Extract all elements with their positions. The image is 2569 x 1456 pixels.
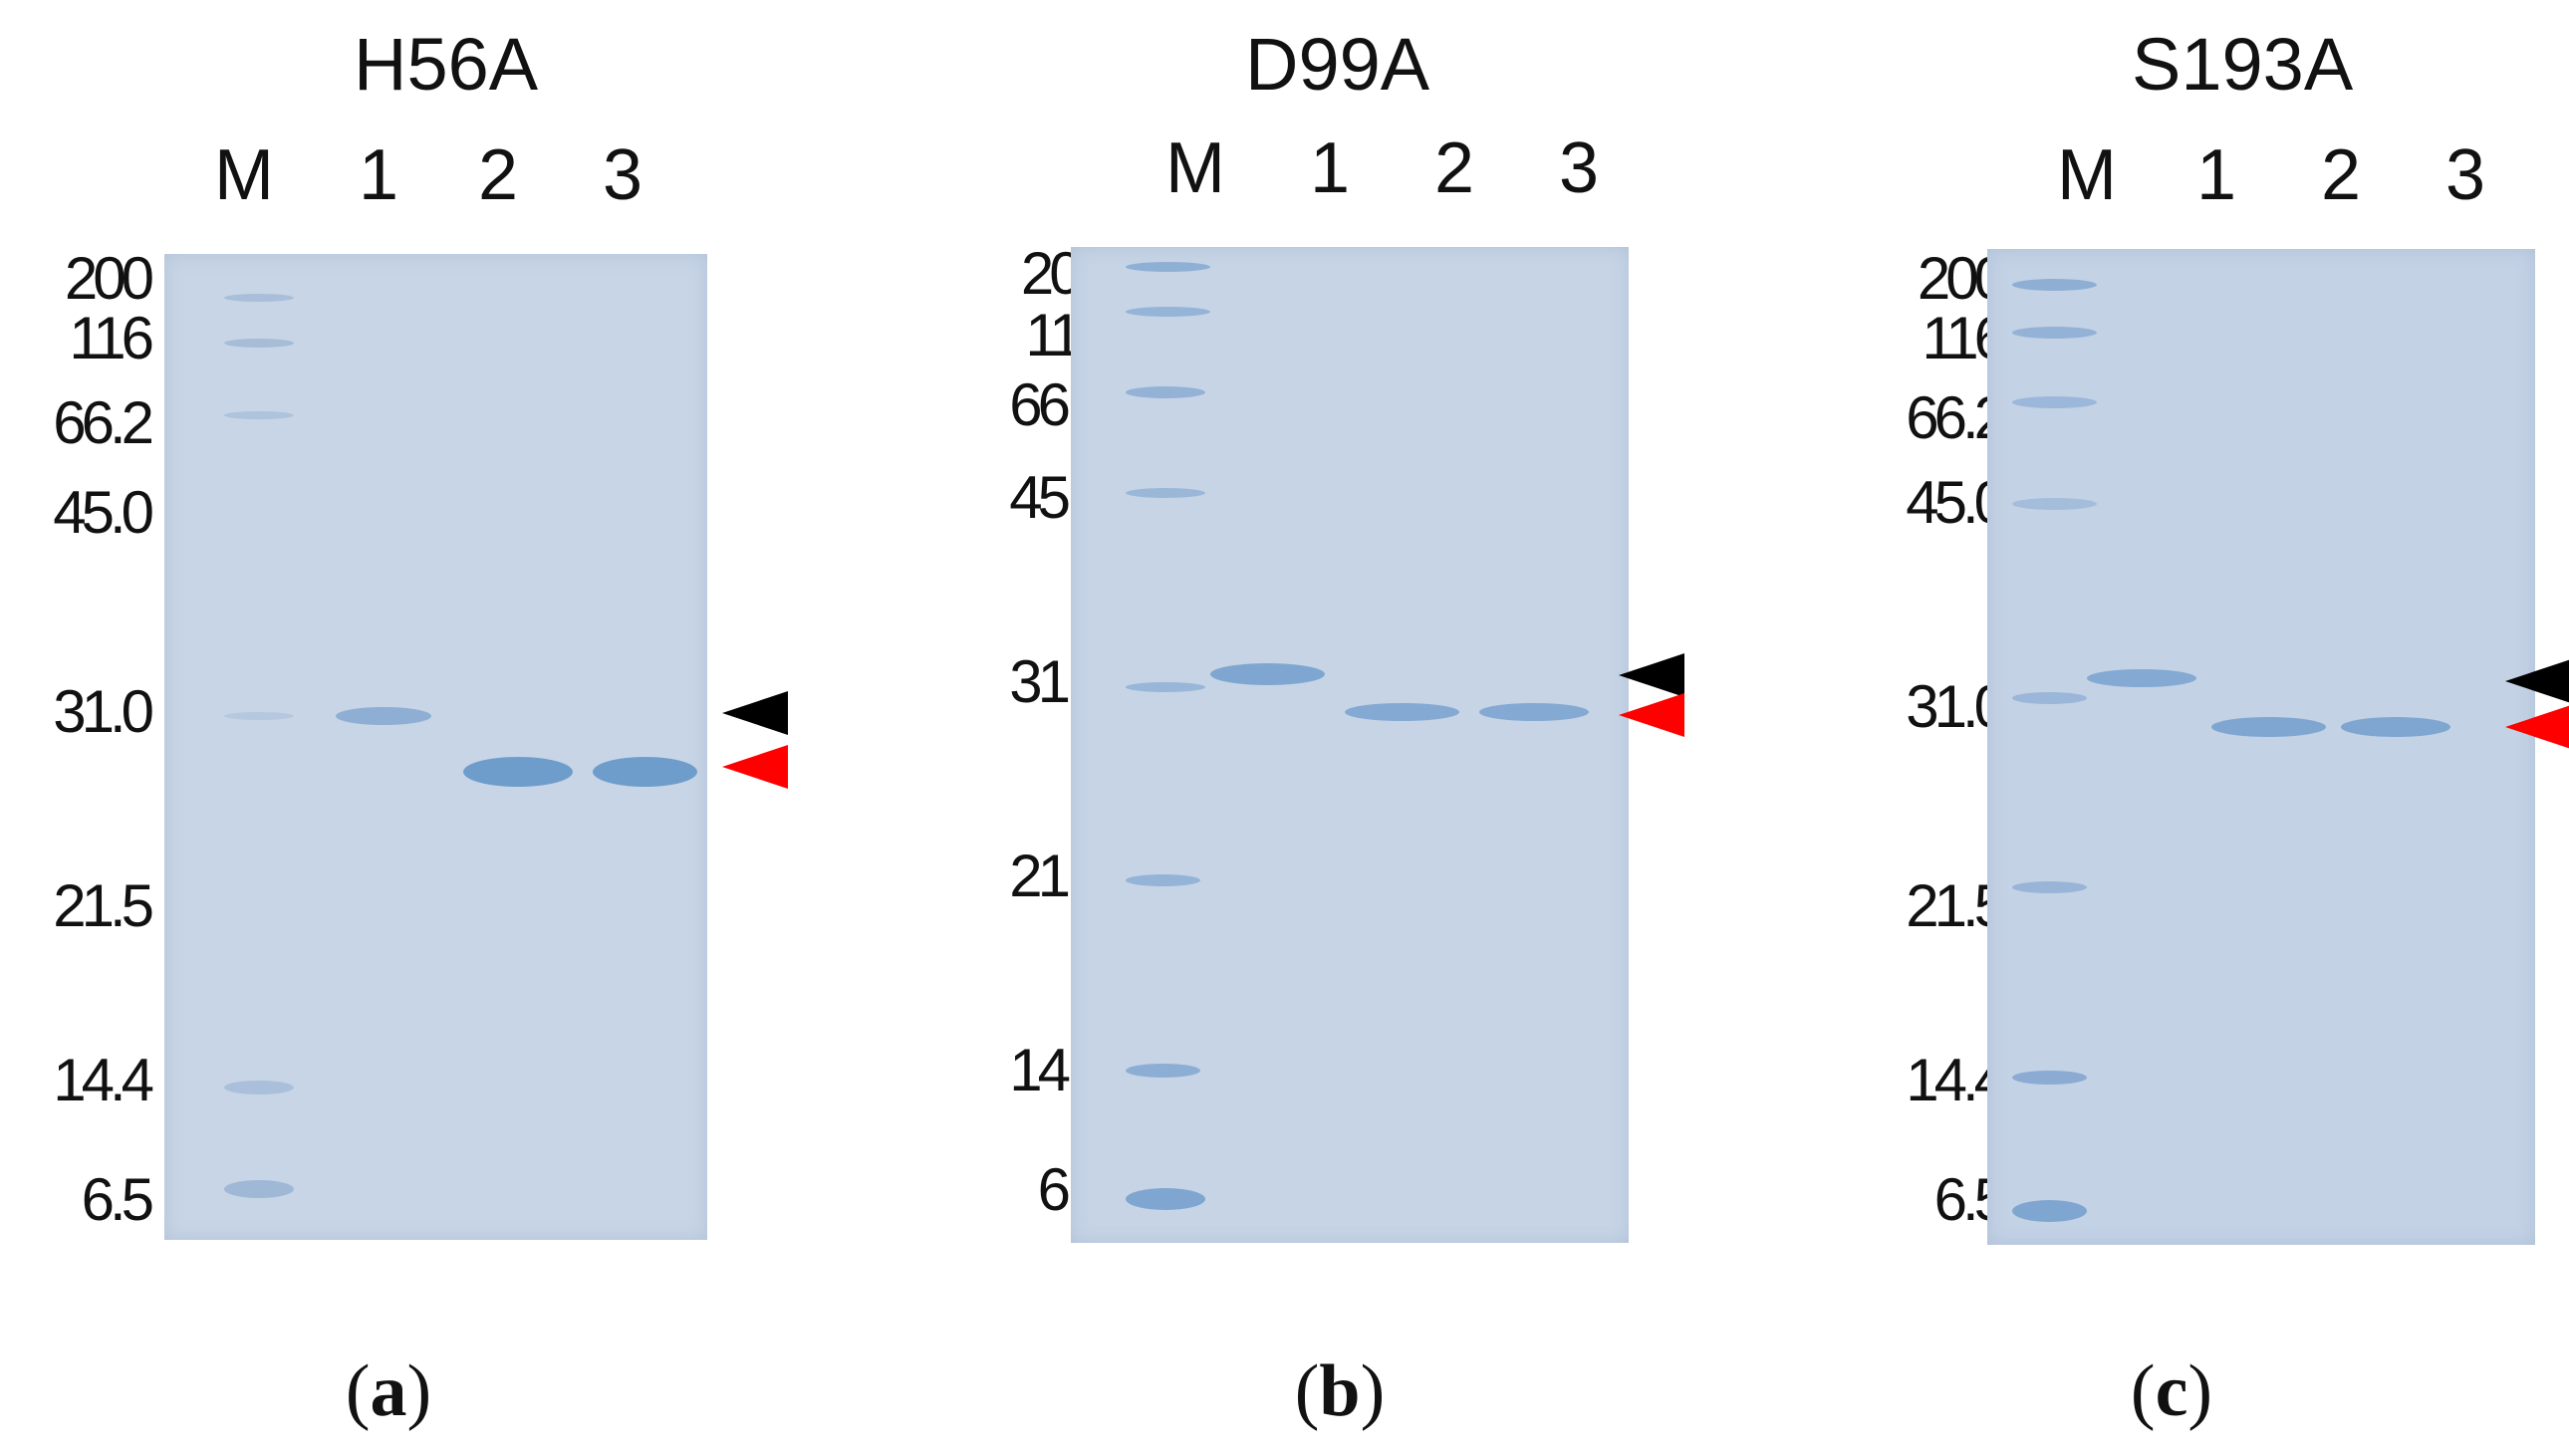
gel-panel-a: H56A M 1 2 3 200 116 66.2 45.0 31.0 21.5…: [0, 0, 857, 1456]
marker-label-200: 200: [64, 245, 154, 312]
lane-2-band-lower: [1345, 703, 1459, 721]
marker-label-116: 116: [1922, 305, 2007, 371]
lane-label-1: 1: [1309, 128, 1351, 208]
lower-band-arrow: [1619, 693, 1684, 737]
marker-label-21-5: 21.5: [1906, 872, 2007, 939]
marker-label-200: 200: [1917, 245, 2007, 312]
marker-band: [224, 411, 294, 419]
marker-band: [1126, 874, 1200, 886]
lower-band-arrow: [722, 745, 788, 789]
marker-label-31-0: 31.0: [53, 678, 154, 745]
marker-label-6-5: 6.5: [1933, 1166, 2007, 1233]
marker-band: [224, 712, 294, 720]
marker-band: [1126, 1188, 1205, 1210]
marker-band: [224, 294, 294, 302]
lane-2-band-lower: [2211, 717, 2326, 737]
gel-image: [164, 254, 707, 1240]
marker-label-66-2: 66.2: [1906, 384, 2007, 451]
lane-label-2: 2: [477, 135, 519, 215]
marker-label-31-0: 31.0: [1906, 673, 2007, 740]
marker-band: [224, 1081, 294, 1094]
marker-band: [2012, 881, 2087, 893]
lane-label-3: 3: [602, 135, 643, 215]
marker-band: [2012, 396, 2097, 408]
panel-title: S193A: [2132, 23, 2354, 106]
marker-label-45-0: 45.0: [1906, 469, 2007, 536]
lane-label-marker: M: [214, 135, 274, 215]
gel-image: [1071, 247, 1629, 1243]
panel-title: H56A: [354, 23, 539, 106]
lane-label-2: 2: [2320, 135, 2362, 215]
marker-band: [1126, 488, 1205, 498]
marker-label-66-2: 66.2: [53, 389, 154, 456]
marker-label-6-5: 6.5: [81, 1166, 154, 1233]
marker-band: [1126, 1064, 1200, 1078]
lane-label-marker: M: [2057, 135, 2117, 215]
lane-label-1: 1: [358, 135, 399, 215]
marker-label-116: 116: [69, 305, 154, 371]
panel-title: D99A: [1245, 23, 1430, 106]
marker-label-14-4: 14.4: [1906, 1047, 2007, 1113]
marker-band: [2012, 1200, 2087, 1222]
marker-band: [1126, 386, 1205, 398]
panel-caption: (c): [2130, 1350, 2213, 1432]
upper-band-arrow: [2505, 659, 2569, 703]
marker-band: [1126, 682, 1205, 692]
lane-1-band-upper: [2087, 669, 2196, 687]
gel-image: [1987, 249, 2535, 1245]
marker-band: [1126, 307, 1210, 317]
marker-band: [2012, 327, 2097, 339]
marker-band: [2012, 498, 2097, 510]
upper-band-arrow: [722, 691, 788, 735]
lower-band-arrow: [2505, 705, 2569, 749]
lane-3-band-lower: [593, 757, 697, 787]
marker-band: [2012, 692, 2087, 704]
marker-band: [2012, 1071, 2087, 1085]
marker-band: [224, 339, 294, 348]
gel-panel-b: D99A M 1 2 3 200 116 66.2 45.0 31.0 21.5…: [857, 0, 1713, 1456]
marker-band: [2012, 279, 2097, 291]
upper-band-arrow: [1619, 653, 1684, 697]
lane-label-3: 3: [2444, 135, 2486, 215]
panel-caption: (b): [1294, 1350, 1386, 1432]
lane-label-3: 3: [1558, 128, 1600, 208]
marker-band: [224, 1180, 294, 1198]
gel-panel-c: S193A M 1 2 3 200 116 66.2 45.0 31.0 21.…: [1713, 0, 2569, 1456]
lane-1-band-upper: [336, 707, 431, 725]
marker-label-14-4: 14.4: [53, 1047, 154, 1113]
marker-band: [1126, 262, 1210, 272]
lane-label-marker: M: [1165, 128, 1225, 208]
lane-2-band-lower: [463, 757, 573, 787]
lane-1-band-upper: [1210, 663, 1325, 685]
lane-3-band-lower: [1479, 703, 1589, 721]
panel-caption: (a): [345, 1350, 432, 1432]
marker-label-21-5: 21.5: [53, 872, 154, 939]
lane-label-2: 2: [1433, 128, 1475, 208]
lane-label-1: 1: [2195, 135, 2237, 215]
lane-3-band-lower: [2341, 717, 2450, 737]
marker-label-45-0: 45.0: [53, 479, 154, 546]
